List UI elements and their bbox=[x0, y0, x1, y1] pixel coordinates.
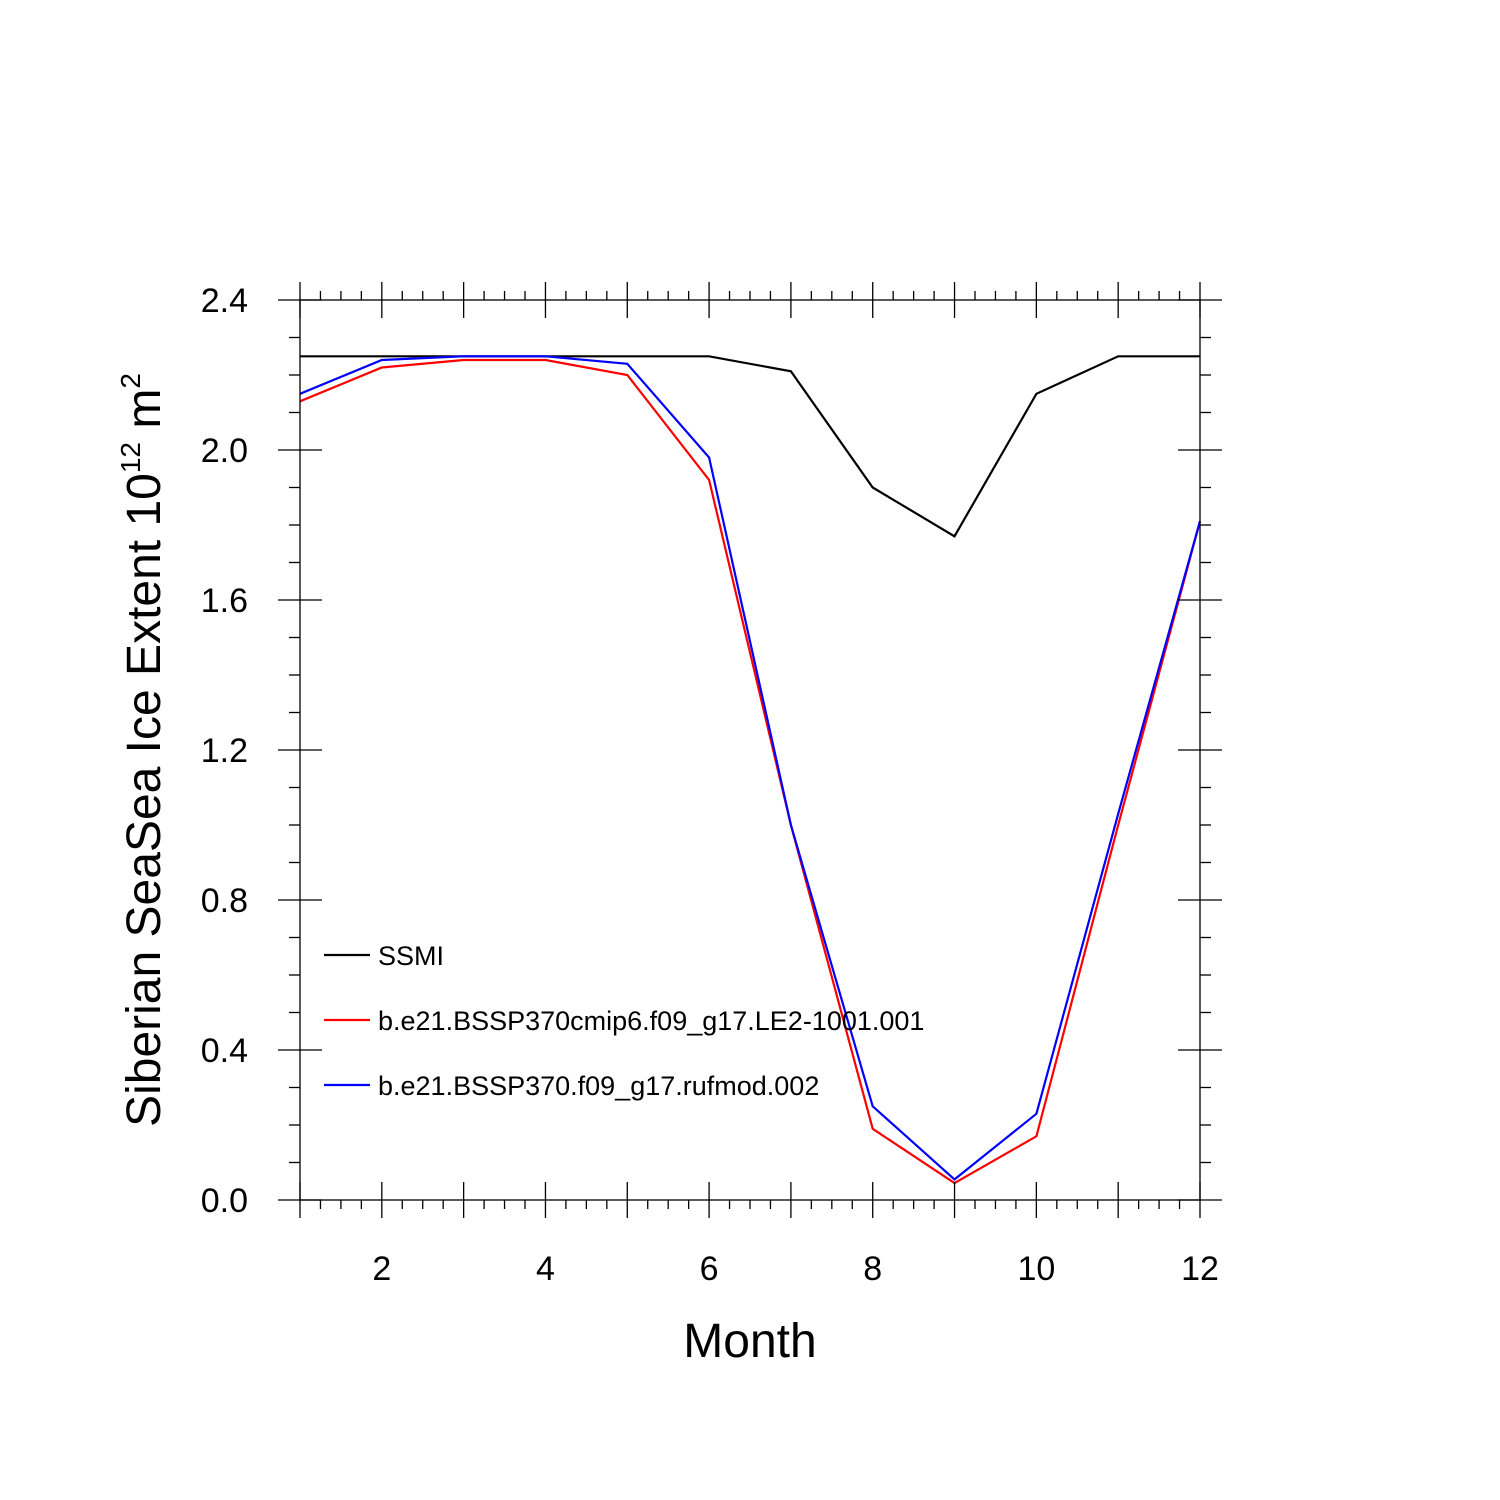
y-tick-label: 0.0 bbox=[201, 1182, 248, 1220]
legend-label: SSMI bbox=[378, 941, 444, 971]
x-tick-label: 2 bbox=[372, 1250, 391, 1288]
series-line bbox=[300, 355, 1200, 538]
y-axis-title-unit-exponent: 2 bbox=[115, 373, 146, 389]
series-layer bbox=[299, 355, 1202, 1185]
axis-ticks bbox=[278, 282, 1222, 1218]
legend: SSMI b.e21.BSSP370cmip6.f09_g17.LE2-1001.… bbox=[324, 941, 924, 1101]
y-axis-tick-labels: 0.0 0.4 0.8 1.2 1.6 2.0 2.4 bbox=[201, 282, 248, 1220]
y-axis-title-unit: m bbox=[118, 389, 171, 442]
x-tick-label: 4 bbox=[536, 1250, 555, 1288]
y-tick-label: 1.6 bbox=[201, 582, 248, 620]
x-tick-label: 8 bbox=[863, 1250, 882, 1288]
y-tick-label: 0.8 bbox=[201, 882, 248, 920]
y-tick-label: 1.2 bbox=[201, 732, 248, 770]
plot-area-frame bbox=[299, 299, 1201, 1201]
x-axis-tick-labels: 2 4 6 8 10 12 bbox=[372, 1250, 1219, 1288]
y-axis-title: Siberian SeaSea Ice Extent 1012 m2 bbox=[115, 373, 171, 1127]
y-tick-label: 2.4 bbox=[201, 282, 248, 320]
x-tick-label: 6 bbox=[700, 1250, 719, 1288]
y-axis-title-exponent: 12 bbox=[115, 442, 146, 473]
series-line bbox=[299, 358, 1202, 1185]
y-tick-label: 0.4 bbox=[201, 1032, 248, 1070]
y-tick-label: 2.0 bbox=[201, 432, 248, 470]
x-tick-label: 10 bbox=[1017, 1250, 1055, 1288]
x-axis-title: Month bbox=[683, 1315, 816, 1368]
legend-label: b.e21.BSSP370cmip6.f09_g17.LE2-1001.001 bbox=[378, 1006, 924, 1036]
x-tick-label: 12 bbox=[1181, 1250, 1219, 1288]
series-line bbox=[299, 355, 1202, 1181]
y-axis-title-main: Siberian SeaSea Ice Extent 10 bbox=[118, 473, 171, 1127]
legend-label: b.e21.BSSP370.f09_g17.rufmod.002 bbox=[378, 1071, 819, 1101]
